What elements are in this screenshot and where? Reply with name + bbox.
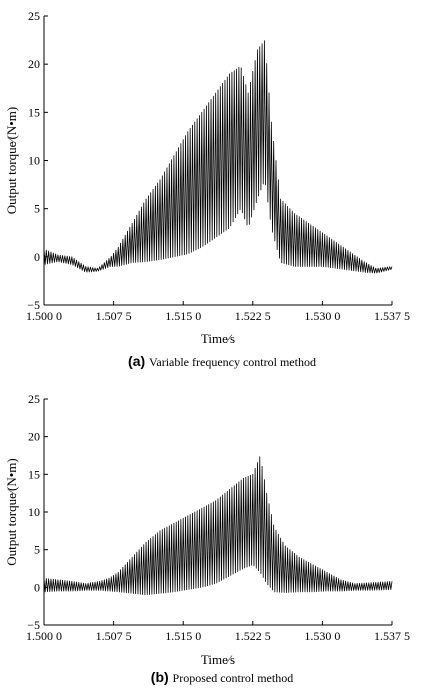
chart-b-y-tick-label: 20 xyxy=(28,430,40,444)
chart-a-y-tick-label: 20 xyxy=(28,57,40,71)
chart-b-y-tick-label: −5 xyxy=(27,618,40,632)
chart-a-x-tick-label: 1.522 5 xyxy=(235,309,271,323)
chart-b-y-tick-label: 5 xyxy=(34,543,40,557)
chart-a-x-tick-label: 1.500 0 xyxy=(26,309,62,323)
chart-a-x-tick-label: 1.537 5 xyxy=(374,309,410,323)
chart-b-y-tick-label: 25 xyxy=(28,392,40,406)
chart-b-x-tick-label: 1.537 5 xyxy=(374,629,410,643)
chart-a-y-tick-label: −5 xyxy=(27,298,40,312)
chart-b-x-tick-label: 1.522 5 xyxy=(235,629,271,643)
chart-b-y-tick-label: 15 xyxy=(28,467,40,481)
chart-b-x-tick-label: 1.530 0 xyxy=(304,629,340,643)
chart-b-x-tick-label: 1.500 0 xyxy=(26,629,62,643)
chart-b-series-line-0 xyxy=(43,456,393,596)
chart-a-y-tick-label: 15 xyxy=(28,105,40,119)
chart-a-y-tick-label: 5 xyxy=(34,202,40,216)
chart-b-x-axis-label: Time∕s xyxy=(201,652,235,667)
chart-b-y-axis-label: Output torque∕(N•m) xyxy=(4,458,19,565)
chart-a-caption: (a) Variable frequency control method xyxy=(128,353,316,369)
chart-a-y-axis-label: Output torque∕(N•m) xyxy=(4,107,19,214)
chart-b-x-tick-label: 1.515 0 xyxy=(165,629,201,643)
chart-a-x-tick-label: 1.515 0 xyxy=(165,309,201,323)
chart-b-x-tick-label: 1.507 5 xyxy=(96,629,132,643)
chart-a-x-tick-label: 1.507 5 xyxy=(96,309,132,323)
chart-b-y-tick-label: 10 xyxy=(28,505,40,519)
chart-a-series-line-0 xyxy=(43,40,393,274)
chart-a-y-tick-label: 0 xyxy=(34,250,40,264)
chart-b-y-tick-label: 0 xyxy=(34,580,40,594)
chart-a-x-tick-label: 1.530 0 xyxy=(304,309,340,323)
chart-b-caption: (b) Proposed control method xyxy=(151,669,293,685)
chart-a-y-tick-label: 25 xyxy=(28,9,40,23)
chart-a-y-tick-label: 10 xyxy=(28,154,40,168)
chart-a-x-axis-label: Time∕s xyxy=(201,331,235,346)
